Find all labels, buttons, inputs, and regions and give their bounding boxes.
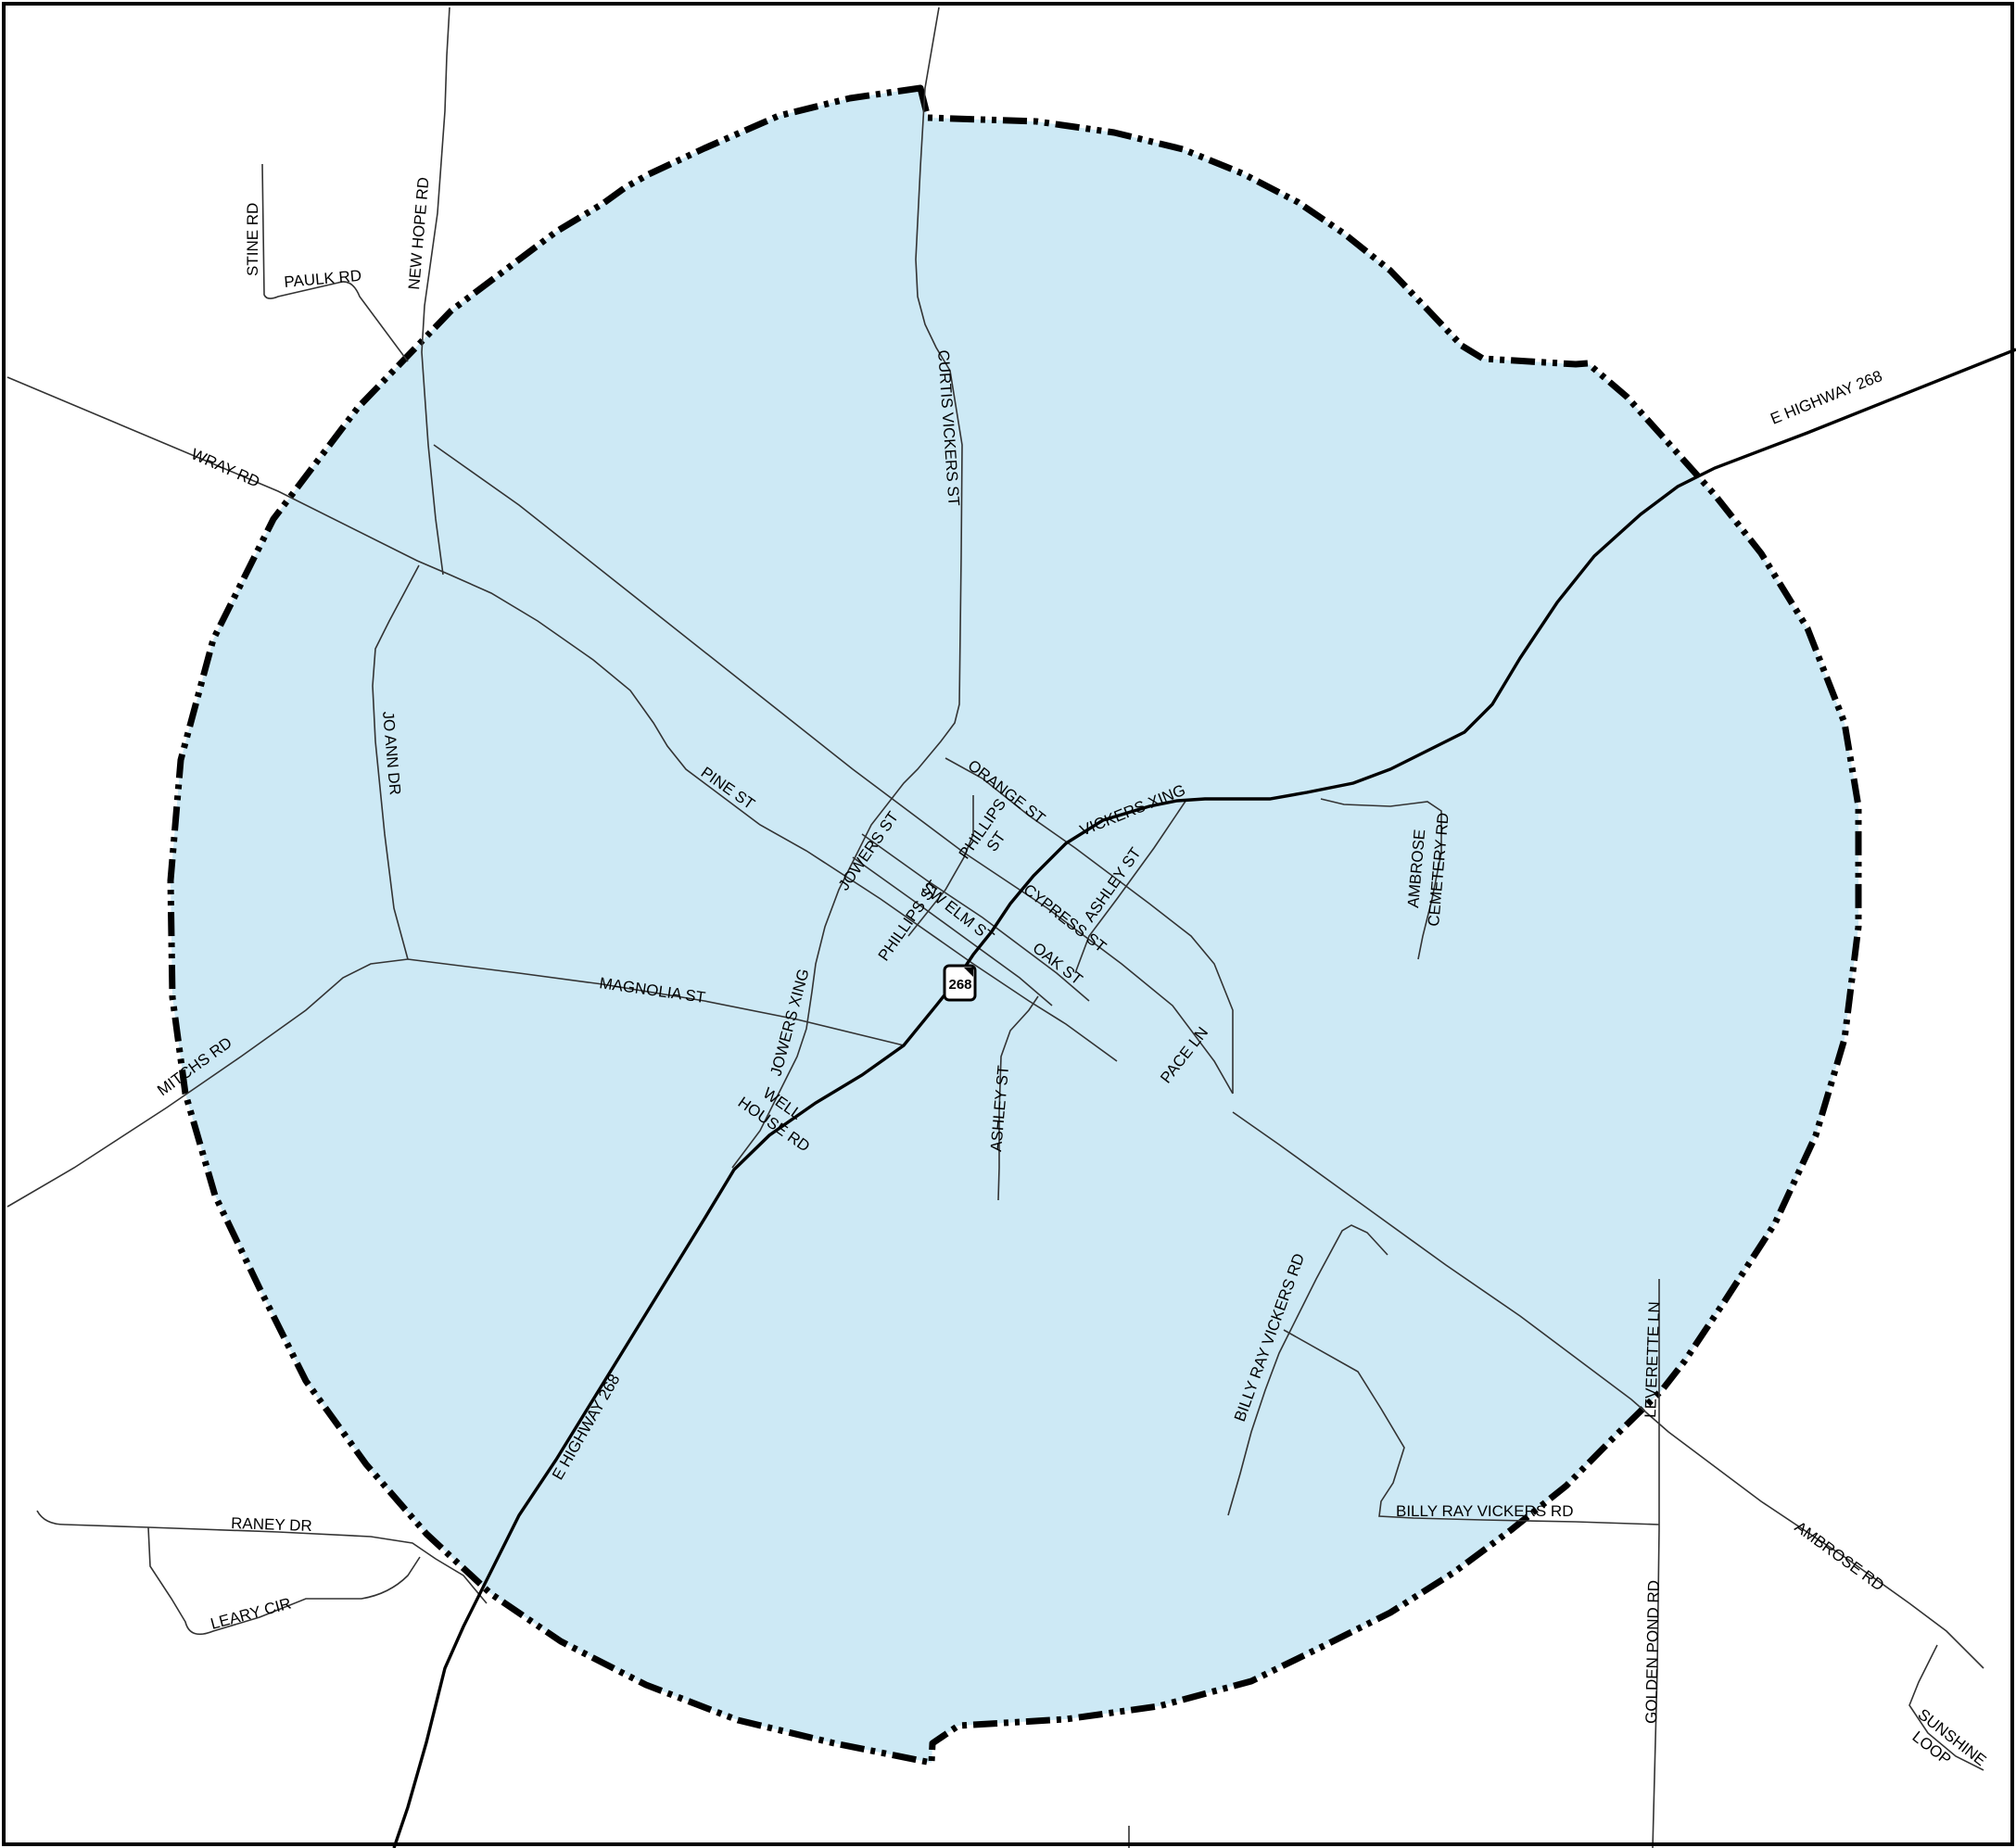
road-phillips-st[interactable] [907,795,974,937]
service-area-fill [171,88,1858,1763]
road-cypress-st[interactable] [861,833,1090,1002]
label-paulk-rd: PAULK RD [284,267,362,291]
road-billy-ray-vickers-rd-loop[interactable] [1283,1329,1660,1525]
road-ambrose-cemetery-rd[interactable] [1320,798,1442,960]
state-route-shield-icon: 268 [943,964,977,1002]
label-raney-dr: RANEY DR [231,1514,312,1535]
road-magnolia-st[interactable] [407,958,905,1046]
label-leverette-ln: LEVERETTE LN [1642,1301,1663,1418]
road-leverette-ln[interactable] [1652,1279,1660,1848]
road-ashley-st-south[interactable] [997,995,1039,1201]
road-wray-rd[interactable] [6,376,1118,1062]
label-golden-pond-rd: GOLDEN POND RD [1642,1580,1663,1724]
label-wray-rd: WRAY RD [188,445,262,490]
road-ambrose-rd[interactable] [1232,1111,1984,1669]
road-leary-cir[interactable] [147,1526,421,1636]
road-billy-ray-vickers-rd[interactable] [1227,1224,1388,1516]
road-orange-st[interactable] [945,757,1234,1094]
label-ambrose-rd: AMBROSE RD [1792,1518,1888,1595]
label-stine-rd: STINE RD [244,203,261,276]
road-new-hope-rd[interactable] [421,6,450,576]
highway-268-line[interactable] [392,348,2016,1848]
highway-268: 268 [392,348,2016,1848]
road-stine-rd[interactable] [261,163,409,362]
road-ashley-st-north[interactable] [1074,799,1187,974]
road-diagonal-nw[interactable] [433,444,1234,1095]
road-sw-elm-st[interactable] [852,856,1053,1006]
road-raney-dr[interactable] [36,1510,488,1604]
label-billy-ray-vickers-rd-south: BILLY RAY VICKERS RD [1396,1502,1573,1520]
road-sunshine-loop[interactable] [1908,1644,1984,1771]
label-leary-cir: LEARY CIR [209,1594,293,1632]
label-e-highway-268-ne: E HIGHWAY 268 [1768,367,1884,428]
service-area [167,84,1862,1766]
highway-shield-number: 268 [948,977,971,993]
service-area-boundary [167,84,1862,1766]
